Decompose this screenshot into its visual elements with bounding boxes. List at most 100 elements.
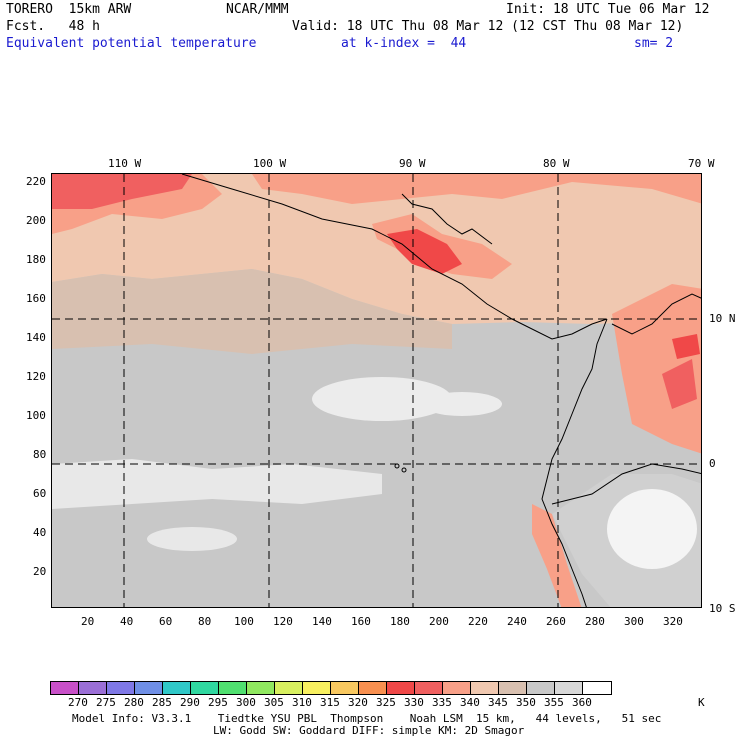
colorbar-label: 335: [432, 696, 452, 709]
border-line-sa: [551, 463, 701, 505]
lon-label-70w: 70 W: [688, 157, 715, 170]
forecast-hour: Fcst. 48 h: [6, 19, 100, 34]
model-info-line1: Model Info: V3.3.1 Tiedtke YSU PBL Thomp…: [72, 712, 662, 725]
colorbar-swatch: [499, 682, 527, 694]
colorbar-label: 350: [516, 696, 536, 709]
lon-label-110w: 110 W: [108, 157, 142, 170]
colorbar-swatch: [555, 682, 583, 694]
lat-label-0: 0: [709, 457, 716, 470]
colorbar-label: 290: [180, 696, 200, 709]
colorbar-swatch: [191, 682, 219, 694]
colorbar-swatch: [471, 682, 499, 694]
lon-label-80w: 80 W: [543, 157, 570, 170]
colorbar-label: 295: [208, 696, 228, 709]
colorbar-label: 310: [292, 696, 312, 709]
grid-x-label: 320: [663, 615, 683, 628]
grid-x-label: 220: [468, 615, 488, 628]
colorbar-label: 320: [348, 696, 368, 709]
colorbar-swatch: [51, 682, 79, 694]
lat-label-10s: 10 S: [709, 602, 736, 615]
colorbar-label: 315: [320, 696, 340, 709]
region-red-nsa: [662, 359, 697, 409]
colorbar-swatch: [359, 682, 387, 694]
region-white-center2: [422, 392, 502, 416]
region-pink-north: [252, 174, 701, 204]
field-name: Equivalent potential temperature: [6, 36, 257, 51]
grid-y-label: 80: [33, 448, 47, 461]
colorbar-swatch: [415, 682, 443, 694]
colorbar-label: 355: [544, 696, 564, 709]
colorbar-swatch: [303, 682, 331, 694]
colorbar-swatch: [583, 682, 611, 694]
colorbar-swatch: [247, 682, 275, 694]
theta-e-map: [51, 173, 702, 608]
region-red-ca: [387, 229, 462, 274]
region-red-nw: [52, 174, 192, 209]
grid-x-label: 240: [507, 615, 527, 628]
region-tan-north: [52, 174, 701, 324]
smoothing: sm= 2: [634, 36, 674, 51]
colorbar-label: 330: [404, 696, 424, 709]
colorbar-unit: K: [698, 696, 705, 709]
grid-y-label: 140: [26, 331, 46, 344]
grid-x-label: 160: [351, 615, 371, 628]
grid-y-label: 60: [33, 487, 47, 500]
coastline-south-america: [541, 318, 608, 607]
colorbar-swatch: [219, 682, 247, 694]
lon-label-90w: 90 W: [399, 157, 426, 170]
model-info-line2: LW: Godd SW: Goddard DIFF: simple KM: 2D…: [213, 724, 525, 737]
colorbar-label: 275: [96, 696, 116, 709]
grid-x-label: 80: [198, 615, 212, 628]
colorbar-swatch: [107, 682, 135, 694]
grid-x-label: 120: [273, 615, 293, 628]
border-line: [401, 193, 493, 245]
grid-y-label: 220: [26, 175, 46, 188]
grid-x-label: 100: [234, 615, 254, 628]
region-white-center: [312, 377, 452, 421]
colorbar-swatch: [331, 682, 359, 694]
colorbar-swatch: [387, 682, 415, 694]
grid-x-label: 180: [390, 615, 410, 628]
colorbar-label: 325: [376, 696, 396, 709]
grid-x-label: 260: [546, 615, 566, 628]
galapagos: [401, 467, 407, 473]
region-mid-band: [52, 269, 452, 354]
coastline-caribbean: [611, 293, 701, 335]
region-red-nsa2: [672, 334, 700, 359]
colorbar-label: 300: [236, 696, 256, 709]
grid-y-label: 200: [26, 214, 46, 227]
grid-x-label: 20: [81, 615, 95, 628]
colorbar: [50, 681, 612, 695]
grid-x-label: 60: [159, 615, 173, 628]
grid-x-label: 40: [120, 615, 134, 628]
map-svg: [52, 174, 701, 607]
colorbar-swatch: [275, 682, 303, 694]
init-time: Init: 18 UTC Tue 06 Mar 12: [506, 2, 710, 17]
colorbar-swatch: [163, 682, 191, 694]
center-name: NCAR/MMM: [226, 2, 289, 17]
grid-y-label: 180: [26, 253, 46, 266]
lon-label-100w: 100 W: [253, 157, 287, 170]
colorbar-label: 305: [264, 696, 284, 709]
colorbar-swatch: [135, 682, 163, 694]
region-white-sa: [607, 489, 697, 569]
coastline-central-america: [181, 174, 608, 340]
grid-x-label: 140: [312, 615, 332, 628]
colorbar-label: 360: [572, 696, 592, 709]
grid-x-label: 300: [624, 615, 644, 628]
valid-time: Valid: 18 UTC Thu 08 Mar 12 (12 CST Thu …: [292, 19, 684, 34]
grid-x-label: 200: [429, 615, 449, 628]
grid-y-label: 120: [26, 370, 46, 383]
colorbar-label: 280: [124, 696, 144, 709]
region-white-south: [52, 459, 382, 509]
colorbar-label: 345: [488, 696, 508, 709]
region-pink-coast: [532, 504, 582, 607]
colorbar-label: 340: [460, 696, 480, 709]
region-pink-nsa: [612, 284, 701, 454]
colorbar-label: 270: [68, 696, 88, 709]
grid-x-label: 280: [585, 615, 605, 628]
model-name: TORERO 15km ARW: [6, 2, 132, 17]
grid-y-label: 160: [26, 292, 46, 305]
grid-y-label: 40: [33, 526, 47, 539]
colorbar-swatch: [527, 682, 555, 694]
